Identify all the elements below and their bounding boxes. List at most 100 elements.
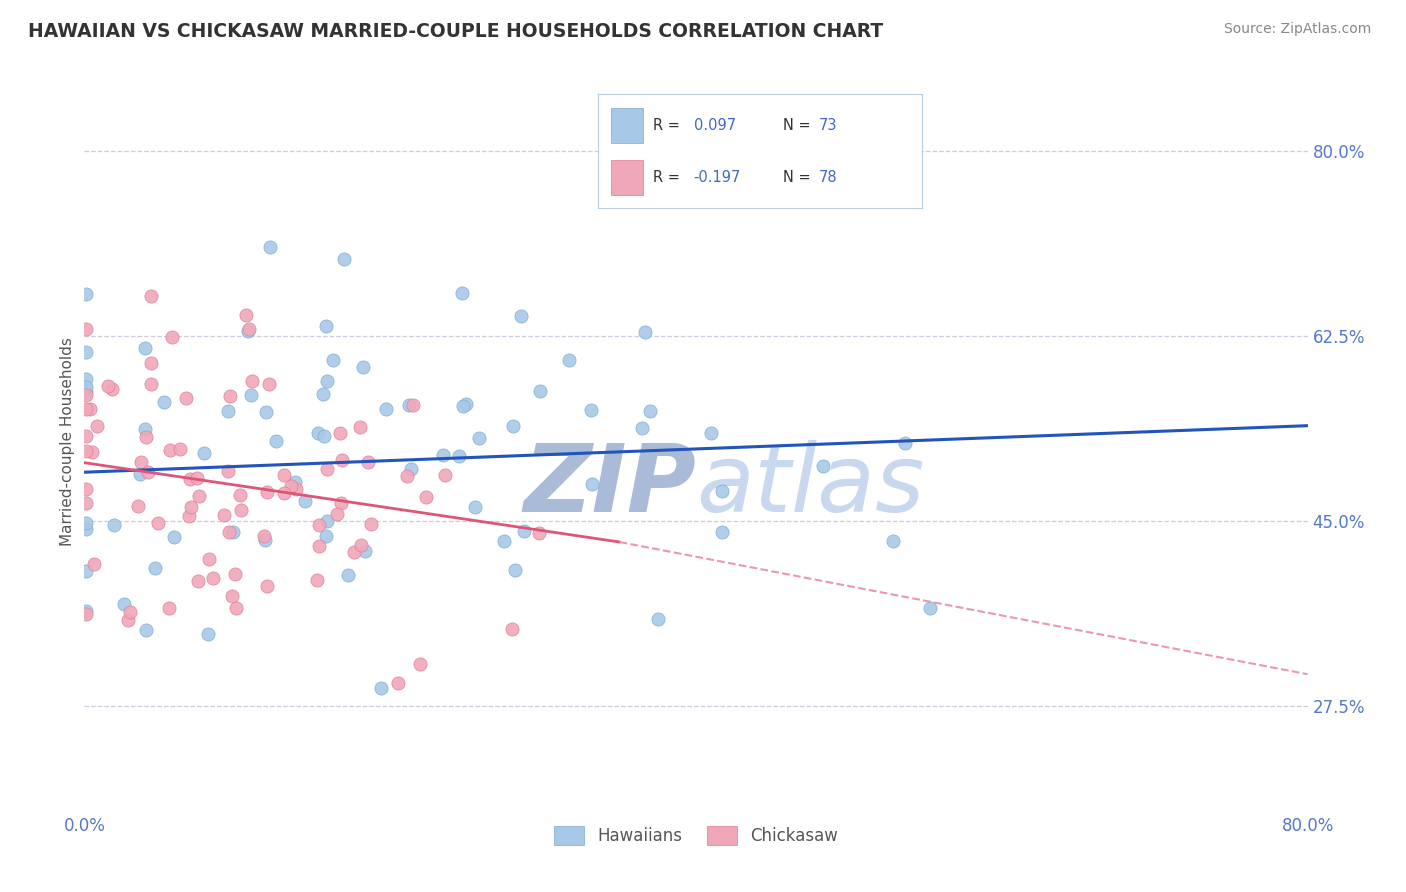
Point: [647, 612, 669, 626]
Point: [75, 516, 97, 531]
Point: [513, 524, 536, 538]
Point: [257, 377, 280, 392]
Point: [129, 467, 152, 481]
Point: [217, 464, 239, 478]
Point: [135, 430, 157, 444]
Point: [284, 482, 307, 496]
Legend: Hawaiians, Chickasaw: Hawaiians, Chickasaw: [547, 819, 845, 852]
Point: [117, 613, 139, 627]
Point: [451, 399, 474, 413]
Point: [333, 252, 356, 266]
Point: [221, 589, 243, 603]
Point: [254, 405, 277, 419]
Point: [157, 601, 180, 615]
Point: [134, 623, 156, 637]
Point: [308, 517, 330, 532]
Point: [432, 448, 454, 462]
Point: [83, 557, 105, 571]
Point: [256, 484, 278, 499]
Point: [75, 385, 97, 400]
Point: [315, 374, 337, 388]
Point: [402, 398, 425, 412]
Point: [699, 426, 721, 441]
Point: [256, 578, 278, 592]
Point: [711, 525, 734, 540]
Point: [101, 382, 124, 396]
Point: [329, 496, 352, 510]
Point: [529, 384, 551, 398]
Point: [225, 601, 247, 615]
Point: [75, 443, 97, 458]
Point: [180, 500, 202, 515]
Point: [451, 286, 474, 301]
Point: [308, 539, 330, 553]
Point: [145, 560, 167, 574]
Point: [307, 573, 329, 587]
Point: [75, 344, 97, 359]
Point: [201, 570, 224, 584]
Point: [581, 476, 603, 491]
Y-axis label: Married-couple Households: Married-couple Households: [60, 337, 75, 546]
Point: [231, 503, 253, 517]
Point: [136, 466, 159, 480]
Point: [217, 404, 239, 418]
Point: [134, 341, 156, 355]
Point: [75, 401, 97, 416]
Point: [75, 607, 97, 622]
Point: [186, 470, 208, 484]
Point: [273, 486, 295, 500]
Point: [349, 419, 371, 434]
Point: [894, 436, 917, 450]
Point: [316, 461, 339, 475]
Point: [638, 404, 661, 418]
Point: [224, 566, 246, 581]
Point: [315, 319, 337, 334]
Text: HAWAIIAN VS CHICKASAW MARRIED-COUPLE HOUSEHOLDS CORRELATION CHART: HAWAIIAN VS CHICKASAW MARRIED-COUPLE HOU…: [28, 22, 883, 41]
Point: [316, 515, 339, 529]
Point: [236, 324, 259, 338]
Point: [240, 388, 263, 402]
Point: [75, 372, 97, 386]
Point: [152, 395, 174, 409]
Point: [75, 322, 97, 336]
Text: Source: ZipAtlas.com: Source: ZipAtlas.com: [1223, 22, 1371, 37]
Point: [330, 453, 353, 467]
Point: [79, 402, 101, 417]
Text: ZIP: ZIP: [523, 440, 696, 532]
Point: [280, 479, 302, 493]
Point: [468, 431, 491, 445]
Point: [198, 552, 221, 566]
Point: [139, 288, 162, 302]
Point: [492, 534, 515, 549]
Point: [360, 516, 382, 531]
Point: [920, 600, 942, 615]
Point: [187, 574, 209, 588]
Point: [464, 500, 486, 514]
Point: [240, 375, 263, 389]
Point: [529, 525, 551, 540]
Point: [581, 403, 603, 417]
Point: [75, 429, 97, 443]
Point: [127, 499, 149, 513]
Point: [103, 517, 125, 532]
Point: [711, 484, 734, 499]
Point: [395, 468, 418, 483]
Point: [312, 386, 335, 401]
Point: [447, 449, 470, 463]
Point: [139, 377, 162, 392]
Point: [398, 398, 420, 412]
Point: [86, 419, 108, 434]
Point: [336, 568, 359, 582]
Point: [434, 467, 457, 482]
Point: [811, 458, 834, 473]
Point: [75, 604, 97, 618]
Point: [160, 329, 183, 343]
Point: [75, 522, 97, 536]
Text: atlas: atlas: [696, 441, 924, 532]
Point: [163, 530, 186, 544]
Point: [174, 391, 197, 405]
Point: [120, 605, 142, 619]
Point: [370, 681, 392, 695]
Point: [322, 352, 344, 367]
Point: [352, 359, 374, 374]
